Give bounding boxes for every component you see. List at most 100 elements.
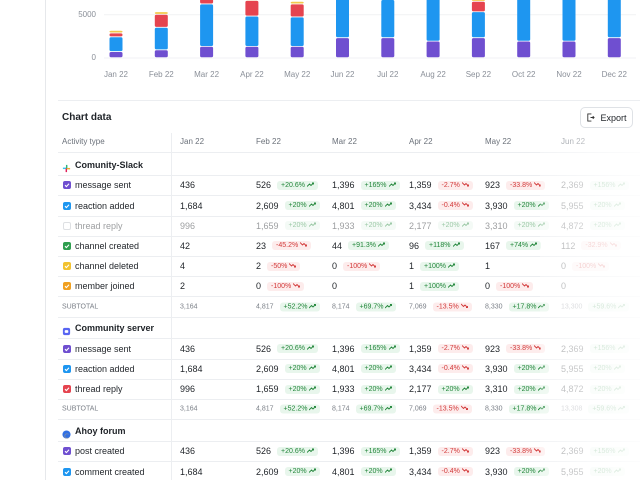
change-text: -0.4% <box>441 202 460 209</box>
bar-segment <box>290 1 304 4</box>
cell-value: 4,817 <box>256 405 274 413</box>
cell-value: 8,174 <box>332 303 350 310</box>
table-cell: 1,396 +165% <box>332 180 400 190</box>
table-cell: 1 <box>485 261 490 271</box>
checkbox[interactable] <box>63 201 71 210</box>
row-label: post created <box>75 446 125 457</box>
trend-icon <box>384 386 392 393</box>
change-badge: -100% <box>343 261 381 271</box>
change-text: +20% <box>364 222 383 230</box>
checkbox[interactable] <box>63 262 71 271</box>
table-cell: 3,434 -0.4% <box>409 467 473 477</box>
checkbox[interactable] <box>63 385 71 393</box>
divider <box>58 255 640 257</box>
cell-value: 1,684 <box>180 200 203 211</box>
change-text: +52.2% <box>283 303 308 310</box>
export-button[interactable]: Export <box>580 107 633 128</box>
cell-value: 4 <box>180 261 186 272</box>
cell-value: 8,174 <box>332 405 350 413</box>
checkbox[interactable] <box>63 447 71 456</box>
trend-icon <box>308 202 316 209</box>
table-cell: 2 -50% <box>256 261 301 272</box>
cell-value: 2 <box>256 261 262 272</box>
trend-icon <box>461 386 469 393</box>
table-cell: 4,801 +20% <box>332 467 396 477</box>
table-cell: 1,359 -2.7% <box>409 446 473 456</box>
bar-segment <box>426 41 440 58</box>
change-text: +100% <box>424 262 447 270</box>
trend-icon <box>309 406 317 413</box>
column-header: Apr 22 <box>409 137 433 146</box>
chart: 0 5000 Jan 22 Feb 22 Mar 22 Apr 22 May 22 Jun 2… <box>78 0 636 79</box>
cell-value: 1 <box>409 261 415 272</box>
trend-icon <box>521 282 530 290</box>
change-text: -2.7% <box>441 345 460 353</box>
bar-segment <box>245 46 259 58</box>
cell-value: 2 <box>180 281 186 292</box>
bar-segment <box>562 0 576 41</box>
table-cell: 4 <box>180 261 185 271</box>
table-cell: 0 -100% <box>256 281 305 291</box>
cell-value: 1,684 <box>180 363 203 374</box>
row-label: message sent <box>75 343 132 354</box>
change-badge: +165% <box>360 344 400 354</box>
bar-segment <box>381 38 395 58</box>
change-badge: +20% <box>360 384 396 394</box>
change-text: +20.6% <box>281 181 305 189</box>
trend-icon <box>447 283 455 290</box>
divider <box>58 441 640 442</box>
checkbox[interactable] <box>63 364 71 373</box>
row-label: message sent <box>75 180 132 191</box>
change-badge: +165% <box>360 446 400 456</box>
checkbox[interactable] <box>63 467 71 476</box>
bar-segment <box>336 0 349 38</box>
bar-segment <box>245 16 259 46</box>
checkbox[interactable] <box>63 221 71 230</box>
table-cell: 7,069 -13.5% <box>409 404 472 414</box>
change-text: +118% <box>429 242 451 250</box>
trend-icon <box>384 202 392 209</box>
cell-value: 3,434 <box>409 200 432 211</box>
table-cell: 923 -33.8% <box>485 180 546 190</box>
table-cell: 4,801 +20% <box>332 364 396 374</box>
change-text: -100% <box>347 262 368 270</box>
divider <box>58 175 640 176</box>
change-badge: +20% <box>284 384 320 394</box>
trend-icon <box>299 242 308 249</box>
cell-value: 0 <box>485 281 491 292</box>
column-header: Feb 22 <box>256 137 281 146</box>
trend-icon <box>308 365 316 372</box>
cell-value: 3,164 <box>180 405 198 413</box>
fade-overlay <box>540 133 640 480</box>
change-text: +52.2% <box>283 405 308 413</box>
cell-value: 923 <box>485 446 501 457</box>
table-cell: 996 <box>180 384 195 394</box>
trend-icon <box>308 222 316 229</box>
trend-icon <box>461 365 469 372</box>
change-text: -33.8% <box>510 345 533 353</box>
change-text: +20% <box>364 202 383 209</box>
checkbox[interactable] <box>63 181 71 190</box>
checkbox[interactable] <box>63 241 71 250</box>
trend-icon <box>292 282 301 290</box>
cell-value: 8,330 <box>485 405 503 413</box>
row-label: thread reply <box>75 384 123 394</box>
cell-value: 3,434 <box>409 363 432 374</box>
change-badge: -100% <box>267 281 305 291</box>
table-cell: 2,177 +20% <box>409 221 473 231</box>
divider <box>58 195 640 197</box>
change-text: +20% <box>517 385 536 393</box>
divider <box>58 152 640 153</box>
checkbox[interactable] <box>63 282 71 291</box>
cell-value: 42 <box>180 240 191 251</box>
change-text: +20% <box>364 468 383 475</box>
table-cell: 1,359 -2.7% <box>409 344 473 354</box>
change-badge: +20% <box>437 384 473 394</box>
row-label: reaction added <box>75 200 135 211</box>
cell-value: 96 <box>409 240 420 251</box>
change-badge: -0.4% <box>437 467 473 476</box>
cell-value: 436 <box>180 343 196 354</box>
checkbox[interactable] <box>63 344 71 353</box>
trend-icon <box>308 386 316 393</box>
